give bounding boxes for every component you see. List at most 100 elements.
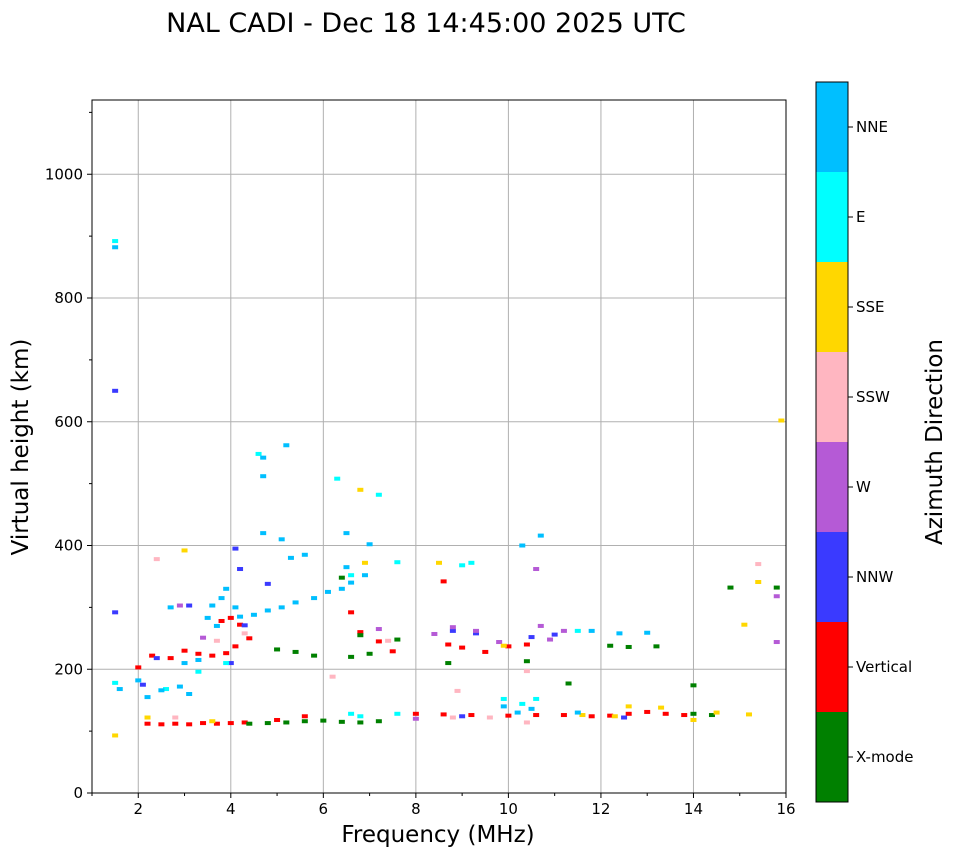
data-points (112, 239, 785, 738)
data-point (375, 719, 382, 724)
y-tick-label: 1000 (45, 165, 83, 183)
data-point (644, 709, 651, 714)
data-point (519, 701, 526, 706)
data-point (135, 665, 142, 670)
data-point (139, 682, 146, 687)
data-point (523, 642, 530, 647)
data-point (375, 492, 382, 497)
data-point (486, 715, 493, 720)
data-point (237, 614, 244, 619)
y-tick-label: 800 (54, 289, 83, 307)
data-point (241, 720, 248, 725)
data-point (473, 631, 480, 636)
data-point (153, 557, 160, 562)
data-point (625, 704, 632, 709)
data-point (112, 610, 119, 615)
data-point (459, 714, 466, 719)
data-point (338, 719, 345, 724)
data-point (389, 649, 396, 654)
data-point (778, 418, 785, 423)
data-point (209, 603, 216, 608)
data-point (533, 713, 540, 718)
data-point (440, 579, 447, 584)
data-point (514, 710, 521, 715)
data-point (366, 651, 373, 656)
data-point (241, 631, 248, 636)
data-point (588, 628, 595, 633)
data-point (348, 654, 355, 659)
x-tick-label: 6 (319, 800, 329, 818)
data-point (653, 644, 660, 649)
data-point (459, 645, 466, 650)
data-point (523, 669, 530, 674)
x-tick-label: 12 (591, 800, 610, 818)
data-point (394, 711, 401, 716)
data-point (519, 543, 526, 548)
data-point (278, 537, 285, 542)
data-point (713, 710, 720, 715)
data-point (528, 635, 535, 640)
x-tick-label: 16 (776, 800, 795, 818)
data-point (158, 722, 165, 727)
colorbar-label: E (856, 208, 865, 226)
data-point (500, 696, 507, 701)
data-point (468, 560, 475, 565)
x-tick-label: 14 (684, 800, 703, 818)
data-point (186, 603, 193, 608)
data-point (505, 713, 512, 718)
data-point (338, 586, 345, 591)
data-point (625, 711, 632, 716)
x-tick-label: 4 (226, 800, 236, 818)
data-point (237, 622, 244, 627)
data-point (574, 628, 581, 633)
data-point (264, 581, 271, 586)
data-point (500, 643, 507, 648)
data-point (357, 487, 364, 492)
data-point (496, 640, 503, 645)
y-axis-label: Virtual height (km) (8, 339, 34, 556)
data-point (167, 656, 174, 661)
data-point (449, 625, 456, 630)
data-point (755, 580, 762, 585)
data-point (607, 713, 614, 718)
data-point (112, 680, 119, 685)
data-point (213, 721, 220, 726)
data-point (621, 715, 628, 720)
data-point (755, 562, 762, 567)
data-point (348, 580, 355, 585)
data-point (681, 713, 688, 718)
data-point (200, 635, 207, 640)
data-point (158, 688, 165, 693)
data-point (227, 615, 234, 620)
data-point (172, 715, 179, 720)
data-point (394, 560, 401, 565)
data-point (547, 637, 554, 642)
data-point (607, 643, 614, 648)
data-point (449, 715, 456, 720)
data-point (625, 644, 632, 649)
data-point (292, 649, 299, 654)
data-point (181, 661, 188, 666)
data-point (324, 589, 331, 594)
data-point (181, 648, 188, 653)
data-point (232, 605, 239, 610)
data-point (112, 733, 119, 738)
data-point (112, 388, 119, 393)
x-tick-label: 8 (411, 800, 421, 818)
data-point (112, 245, 119, 250)
data-point (195, 657, 202, 662)
data-point (278, 605, 285, 610)
data-point (551, 632, 558, 637)
data-point (690, 683, 697, 688)
data-point (690, 717, 697, 722)
colorbar-label: SSW (856, 388, 890, 406)
data-point (560, 713, 567, 718)
data-point (537, 533, 544, 538)
data-point (260, 455, 267, 460)
data-point (773, 640, 780, 645)
data-point (449, 628, 456, 633)
data-point (274, 717, 281, 722)
data-point (301, 552, 308, 557)
plot-area-background (92, 100, 786, 793)
data-point (176, 603, 183, 608)
